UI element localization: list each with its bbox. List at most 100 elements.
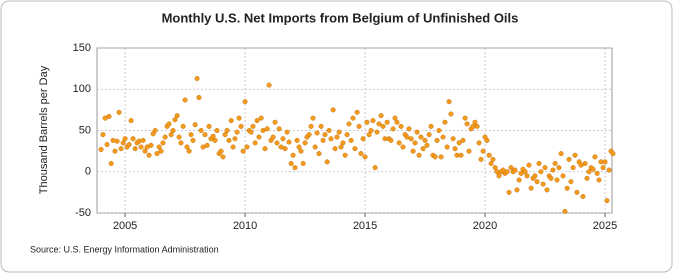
- data-point: [400, 144, 406, 150]
- y-tick-label: 0: [85, 166, 91, 178]
- y-tick-label: 150: [73, 42, 91, 54]
- data-point: [160, 140, 166, 146]
- data-point: [236, 115, 242, 121]
- data-point: [512, 167, 518, 173]
- data-point: [428, 123, 434, 129]
- data-point: [538, 169, 544, 175]
- data-point: [418, 134, 424, 140]
- data-point: [460, 137, 466, 143]
- data-point: [112, 148, 118, 154]
- data-point: [110, 137, 116, 143]
- data-point: [550, 167, 556, 173]
- data-point: [450, 136, 456, 142]
- data-point: [106, 113, 112, 119]
- data-point: [414, 129, 420, 135]
- data-point: [198, 127, 204, 133]
- data-point: [284, 129, 290, 135]
- data-point: [118, 146, 124, 152]
- data-point: [496, 173, 502, 179]
- data-point: [202, 132, 208, 138]
- data-point: [154, 151, 160, 157]
- data-point: [562, 208, 568, 214]
- data-point: [168, 132, 174, 138]
- data-point: [420, 146, 426, 152]
- data-point: [318, 123, 324, 129]
- data-point: [596, 177, 602, 183]
- data-point: [372, 165, 378, 171]
- data-point: [506, 189, 512, 195]
- data-point: [346, 121, 352, 127]
- data-point: [332, 146, 338, 152]
- data-point: [132, 146, 138, 152]
- data-point: [338, 144, 344, 150]
- data-point: [564, 185, 570, 191]
- data-point: [458, 152, 464, 158]
- data-point: [98, 146, 104, 152]
- data-point: [566, 156, 572, 162]
- data-point: [158, 148, 164, 154]
- data-point: [292, 165, 298, 171]
- data-point: [552, 160, 558, 166]
- data-point: [602, 159, 608, 165]
- data-point: [542, 165, 548, 171]
- data-point: [378, 113, 384, 119]
- data-point: [568, 179, 574, 185]
- data-point: [584, 175, 590, 181]
- data-point: [182, 97, 188, 103]
- data-point: [232, 136, 238, 142]
- data-point: [384, 119, 390, 125]
- data-point: [374, 129, 380, 135]
- data-point: [514, 187, 520, 193]
- data-point: [192, 122, 198, 128]
- data-point: [174, 113, 180, 119]
- data-point: [554, 177, 560, 183]
- data-point: [178, 140, 184, 146]
- data-point: [366, 132, 372, 138]
- data-point: [312, 144, 318, 150]
- data-point: [394, 119, 400, 125]
- data-point: [254, 118, 260, 124]
- data-point: [442, 119, 448, 125]
- data-point: [416, 152, 422, 158]
- data-point: [266, 82, 272, 88]
- x-tick-label: 2020: [473, 220, 497, 232]
- data-point: [108, 160, 114, 166]
- data-point: [408, 136, 414, 142]
- data-point: [522, 169, 528, 175]
- data-point: [104, 142, 110, 148]
- data-point: [438, 154, 444, 160]
- data-point: [310, 115, 316, 121]
- y-tick-label: -50: [75, 207, 91, 219]
- data-point: [186, 148, 192, 154]
- data-point: [492, 165, 498, 171]
- data-point: [570, 165, 576, 171]
- data-point: [586, 169, 592, 175]
- data-point: [156, 144, 162, 150]
- data-point: [152, 127, 158, 133]
- data-point: [398, 123, 404, 129]
- data-point: [316, 151, 322, 157]
- data-point: [196, 94, 202, 100]
- data-point: [580, 193, 586, 199]
- data-point: [600, 165, 606, 171]
- data-point: [294, 137, 300, 143]
- data-point: [314, 130, 320, 136]
- source-note: Source: U.S. Energy Information Administ…: [30, 244, 219, 254]
- data-point: [140, 137, 146, 143]
- data-point: [272, 119, 278, 125]
- data-point: [238, 123, 244, 129]
- data-point: [218, 148, 224, 154]
- data-point: [380, 123, 386, 129]
- x-tick-label: 2010: [233, 220, 257, 232]
- chart-title: Monthly U.S. Net Imports from Belgium of…: [162, 10, 519, 25]
- data-point: [256, 134, 262, 140]
- x-tick-label: 2015: [353, 220, 377, 232]
- data-point: [136, 138, 142, 144]
- data-point: [226, 137, 232, 143]
- data-point: [462, 115, 468, 121]
- data-point: [446, 99, 452, 105]
- data-point: [172, 117, 178, 123]
- data-point: [336, 129, 342, 135]
- data-point: [444, 144, 450, 150]
